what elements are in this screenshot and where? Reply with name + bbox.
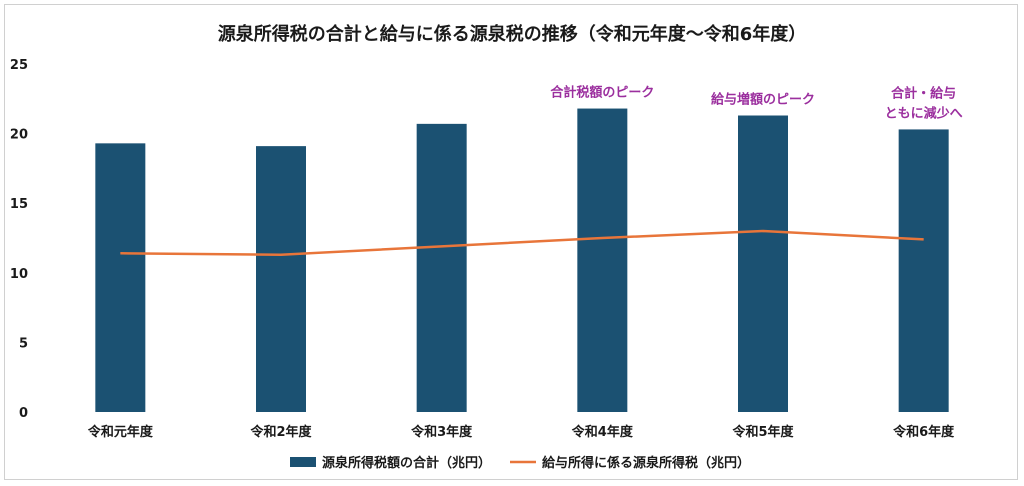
x-tick-label: 令和3年度 bbox=[411, 424, 473, 440]
legend-swatch-bar bbox=[290, 457, 316, 467]
x-axis: 令和元年度 令和2年度 令和3年度 令和4年度 令和5年度 令和6年度 bbox=[88, 424, 955, 440]
line-path bbox=[120, 229, 924, 256]
bar-series bbox=[95, 108, 949, 413]
y-tick-label: 10 bbox=[10, 267, 28, 282]
line-series bbox=[120, 229, 924, 256]
y-tick-label: 5 bbox=[19, 336, 28, 351]
x-tick-label: 令和2年度 bbox=[250, 424, 312, 440]
x-tick-label: 令和6年度 bbox=[893, 424, 955, 440]
y-tick-label: 0 bbox=[19, 406, 28, 421]
annotation-label: 合計・給与 bbox=[891, 85, 956, 101]
bar bbox=[577, 108, 628, 412]
annotation-label: 合計税額のピーク bbox=[550, 85, 654, 101]
legend-label: 源泉所得税額の合計（兆円） bbox=[322, 455, 491, 471]
bar bbox=[256, 146, 306, 413]
bar bbox=[898, 129, 949, 412]
bar bbox=[738, 115, 788, 412]
annotation-label: 給与増額のピーク bbox=[711, 92, 815, 108]
y-axis: 0 5 10 15 20 25 bbox=[10, 58, 28, 421]
x-tick-label: 令和元年度 bbox=[88, 424, 154, 440]
x-tick-label: 令和5年度 bbox=[732, 424, 794, 440]
annotation-label: ともに減少へ bbox=[885, 105, 963, 121]
legend-label: 給与所得に係る源泉所得税（兆円） bbox=[542, 455, 750, 471]
bar bbox=[95, 143, 146, 412]
x-tick-label: 令和4年度 bbox=[572, 424, 634, 440]
y-tick-label: 25 bbox=[10, 58, 28, 73]
y-tick-label: 15 bbox=[10, 197, 28, 212]
legend: 源泉所得税額の合計（兆円） 給与所得に係る源泉所得税（兆円） bbox=[290, 455, 750, 471]
y-tick-label: 20 bbox=[10, 128, 28, 143]
bar bbox=[416, 123, 467, 412]
chart-title: 源泉所得税の合計と給与に係る源泉税の推移（令和元年度〜令和6年度） bbox=[218, 23, 807, 45]
